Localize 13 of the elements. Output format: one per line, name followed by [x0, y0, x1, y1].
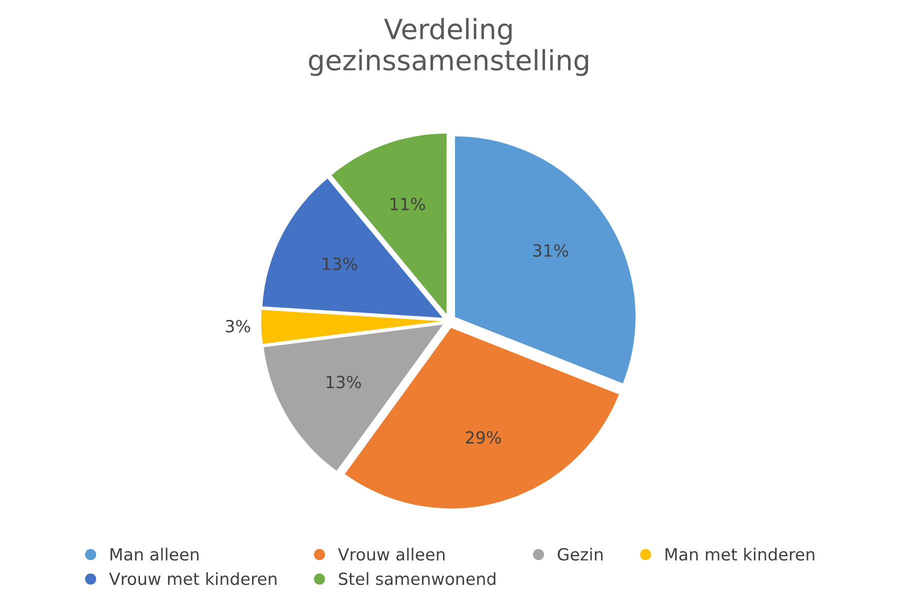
data-label: 3% [226, 320, 250, 332]
chart-title: Verdeling gezinssamenstelling [308, 18, 588, 76]
legend-label: Man alleen [110, 548, 199, 561]
data-label: 31% [533, 244, 568, 257]
data-label: 11% [390, 198, 426, 210]
data-label: 13% [322, 257, 358, 270]
data-label: 13% [326, 376, 361, 388]
legend-label: Vrouw alleen [338, 548, 445, 561]
legend-label: Stel samenwonend [338, 572, 496, 586]
legend-label: Man met kinderen [666, 548, 814, 561]
legend-label: Gezin [558, 548, 603, 561]
data-label: 29% [466, 431, 501, 444]
legend-label: Vrouw met kinderen [109, 572, 276, 586]
